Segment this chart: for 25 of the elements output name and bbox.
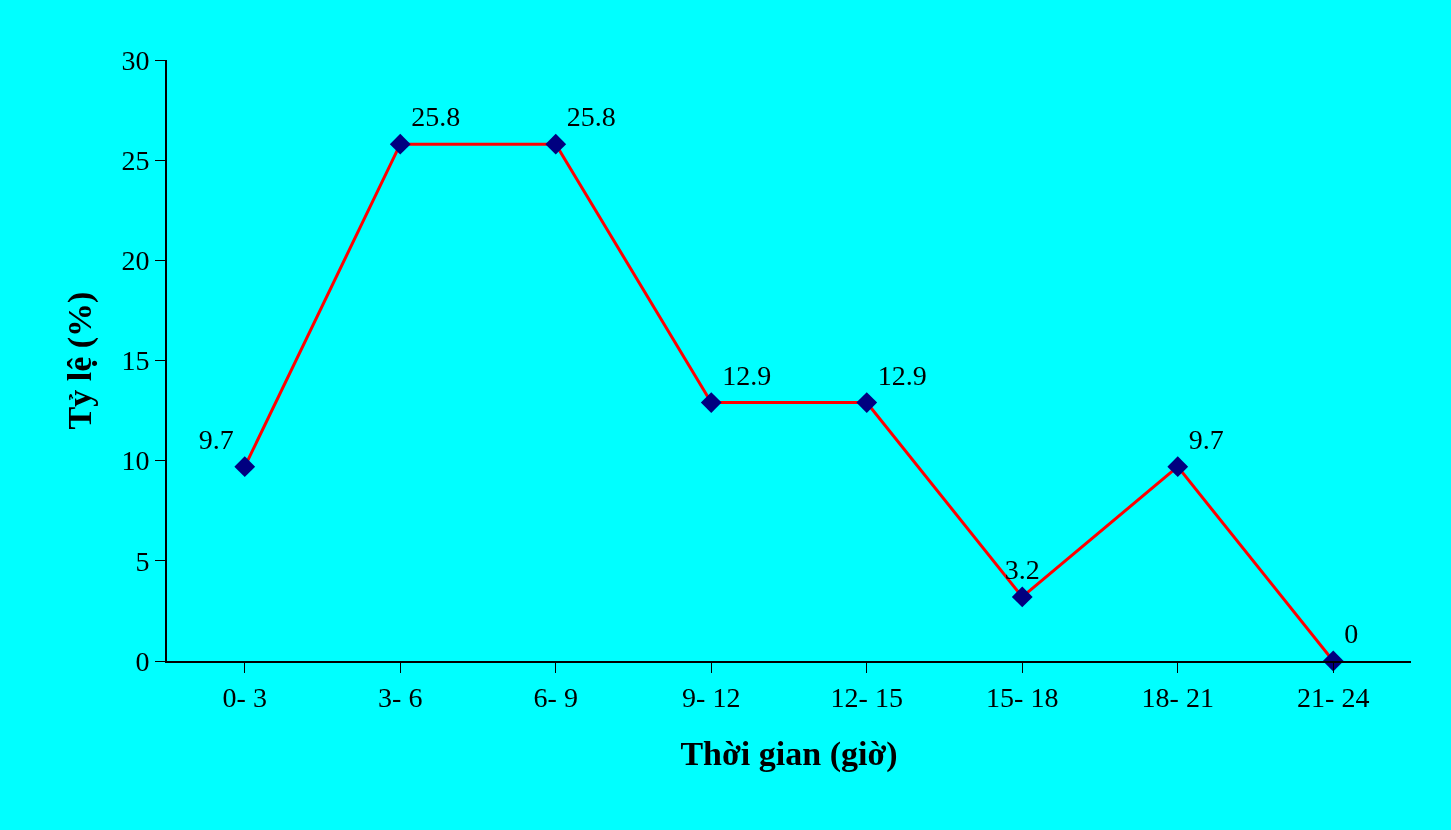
y-tick-label: 30: [121, 44, 150, 76]
y-tick-label: 10: [121, 445, 150, 477]
data-label: 0: [1344, 618, 1359, 649]
data-label: 9.7: [198, 423, 234, 455]
x-tick-label: 9- 12: [682, 681, 741, 713]
x-axis-title: Thời gian (giờ): [680, 735, 898, 774]
y-tick-label: 15: [121, 345, 150, 377]
y-tick-label: 25: [121, 144, 150, 176]
y-tick-label: 20: [121, 245, 150, 277]
y-tick-label: 0: [135, 645, 150, 677]
x-tick-label: 18- 21: [1141, 681, 1214, 713]
x-tick-label: 12- 15: [830, 681, 903, 713]
x-tick-label: 15- 18: [986, 681, 1059, 713]
data-label: 3.2: [1004, 553, 1040, 585]
data-label: 12.9: [722, 359, 772, 391]
x-tick-label: 3- 6: [378, 681, 423, 713]
data-label: 9.7: [1188, 423, 1224, 455]
data-label: 12.9: [877, 359, 927, 391]
x-tick-label: 21- 24: [1297, 681, 1370, 713]
y-axis-title: Tỷ lệ (%): [60, 291, 99, 430]
x-tick-label: 0- 3: [222, 681, 267, 713]
data-label: 25.8: [566, 101, 616, 133]
y-tick-label: 5: [135, 545, 150, 577]
x-tick-label: 6- 9: [533, 681, 578, 713]
data-label: 25.8: [411, 101, 461, 133]
